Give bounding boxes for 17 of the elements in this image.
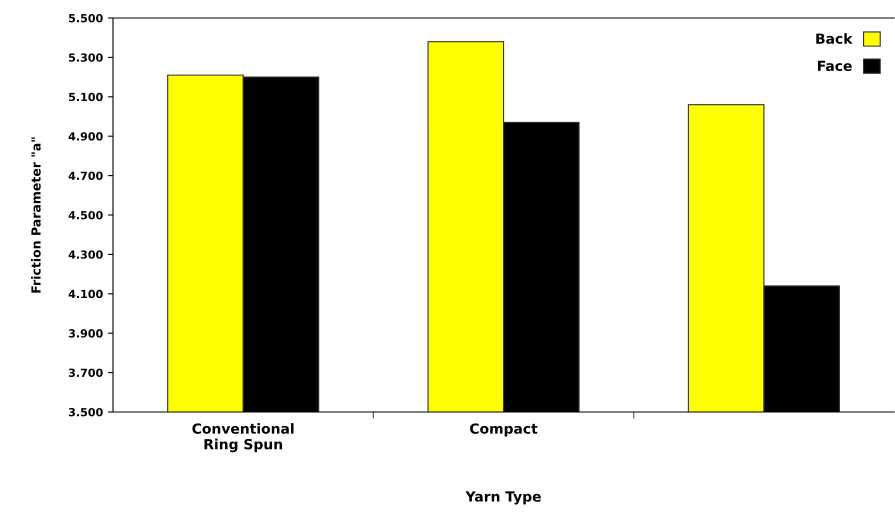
legend-label: Face: [818, 60, 852, 72]
y-tick-label: 3.900: [68, 329, 103, 338]
y-tick-label: 4.300: [68, 250, 103, 259]
y-tick-label: 3.700: [68, 368, 103, 377]
y-tick-label: 5.300: [68, 53, 103, 62]
y-tick-label: 5.100: [68, 92, 103, 102]
x-tick-label: Conventional Ring Spun: [192, 423, 294, 452]
y-tick-label: 5.500: [68, 14, 103, 22]
y-tick-label: 4.700: [68, 172, 103, 180]
x-axis-title: Yarn Type: [465, 491, 541, 505]
x-tick-label: Compact: [470, 423, 538, 437]
y-tick-label: 4.100: [68, 290, 103, 298]
y-axis-title: Friction Parameter "a": [31, 137, 41, 293]
y-tick-label: 3.500: [68, 408, 103, 416]
legend-label: Back: [816, 33, 853, 44]
y-tick-label: 4.900: [68, 132, 103, 141]
y-tick-label: 4.500: [68, 210, 103, 220]
